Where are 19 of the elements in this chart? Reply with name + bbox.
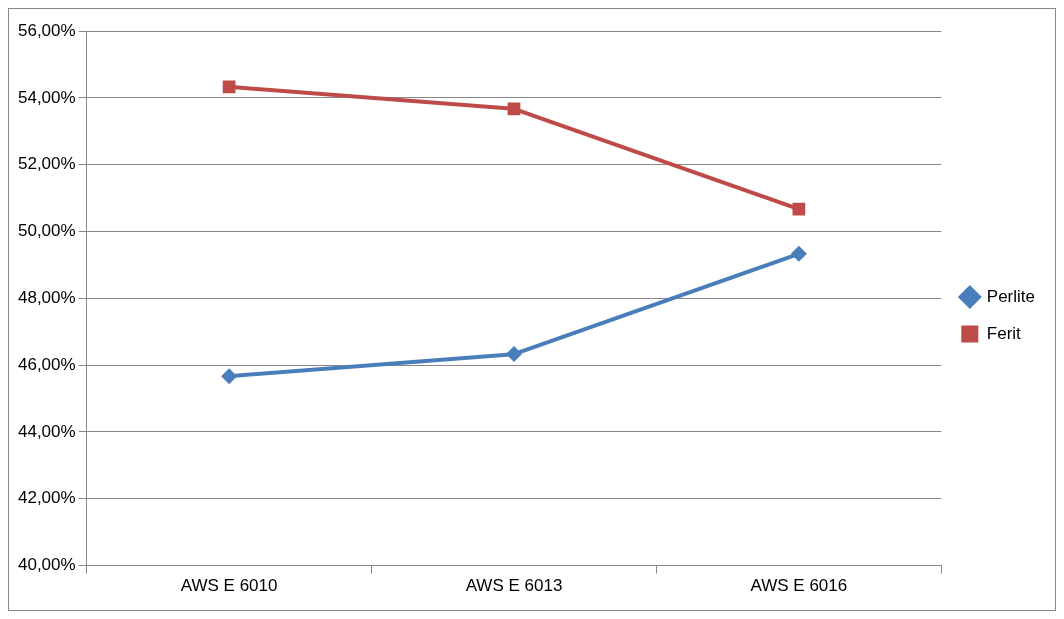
point (222, 80, 236, 94)
y-tick-label: 52,00% (17, 154, 76, 174)
y-tick-label: 44,00% (17, 421, 76, 441)
point (790, 245, 807, 262)
y-tick-label: 50,00% (17, 221, 76, 241)
y-tick-label: 54,00% (17, 87, 76, 107)
x-tick-label: AWS E 6010 (180, 576, 278, 596)
y-tick-label: 40,00% (17, 555, 76, 575)
legend-label: Ferit (986, 323, 1022, 343)
y-tick-label: 42,00% (17, 488, 76, 508)
legend-label: Perlite (986, 286, 1035, 306)
x-tick-label: AWS E 6013 (465, 576, 563, 596)
x-tick-label: AWS E 6016 (750, 576, 848, 596)
point (505, 346, 522, 363)
point (507, 102, 521, 116)
y-tick-label: 48,00% (17, 287, 76, 307)
point (221, 368, 238, 385)
y-tick-label: 46,00% (17, 354, 76, 374)
y-tick-label: 56,00% (17, 20, 76, 40)
